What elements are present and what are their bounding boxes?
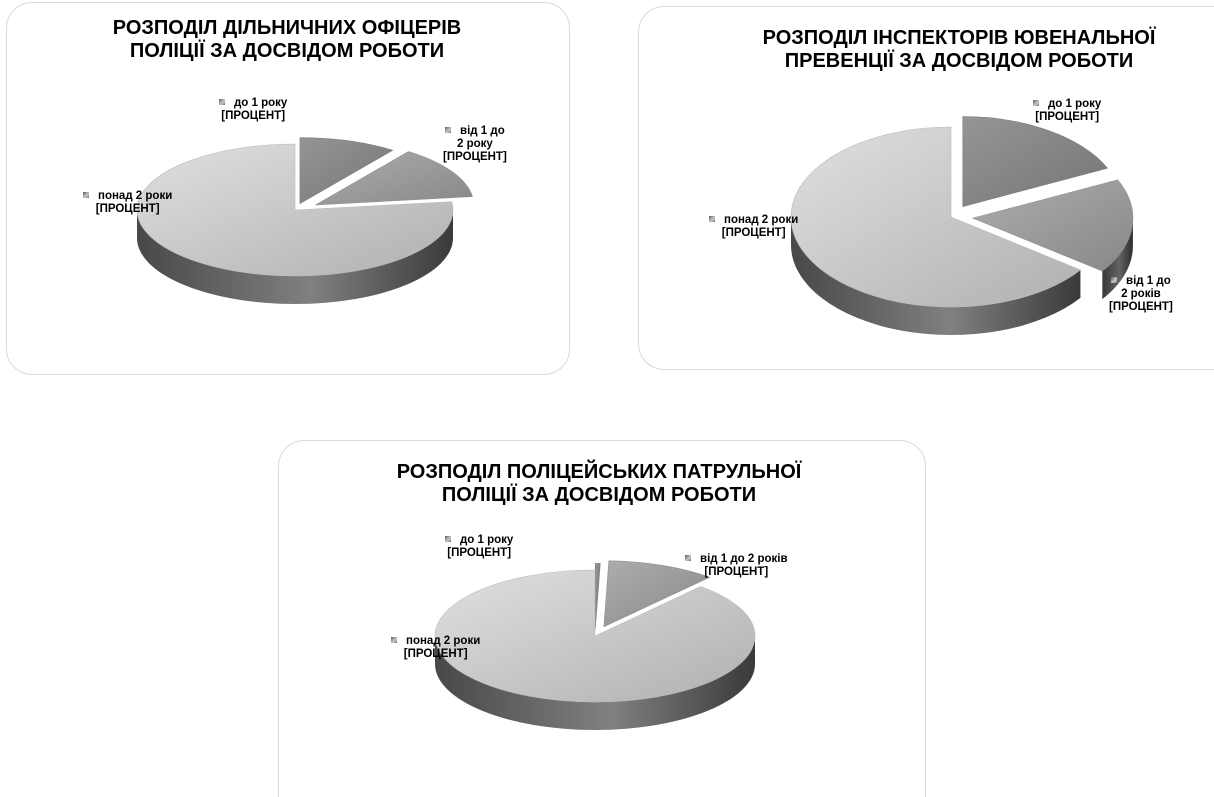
data-label-1-0-line-2: [ПРОЦЕНТ] bbox=[221, 110, 286, 122]
pie-slice-1-1 bbox=[299, 137, 394, 205]
data-label-3-2: понад 2 роки [ПРОЦЕНТ] bbox=[391, 635, 480, 661]
chart-title-1-line-2: ПОЛІЦІЇ ЗА ДОСВІДОМ РОБОТИ bbox=[129, 40, 445, 62]
data-label-2-1-line-1: від 1 до bbox=[1109, 275, 1173, 288]
legend-marker-icon bbox=[219, 99, 225, 105]
data-label-3-1: від 1 до 2 років [ПРОЦЕНТ] bbox=[685, 553, 788, 579]
pie-slice-2-2 bbox=[971, 179, 1134, 300]
pie-slice-3-3 bbox=[434, 569, 756, 730]
pie-chart-1 bbox=[136, 137, 473, 304]
chart-title-1-line-1: РОЗПОДІЛ ДІЛЬНИЧНИХ ОФІЦЕРІВ bbox=[112, 17, 462, 39]
data-label-1-1-line-2: 2 року bbox=[457, 138, 493, 150]
data-label-2-1-line-2: 2 років bbox=[1121, 288, 1161, 300]
data-label-2-2-line-1: понад 2 роки bbox=[709, 214, 798, 227]
chart-panel-2: РОЗПОДІЛ ІНСПЕКТОРІВ ЮВЕНАЛЬНОЇ ПРЕВЕНЦІ… bbox=[638, 6, 1214, 370]
data-label-1-2-line-1: понад 2 роки bbox=[83, 190, 172, 203]
chart-title-2: РОЗПОДІЛ ІНСПЕКТОРІВ ЮВЕНАЛЬНОЇ ПРЕВЕНЦІ… bbox=[719, 27, 1199, 73]
legend-marker-icon bbox=[1111, 277, 1118, 283]
data-label-1-2: понад 2 роки [ПРОЦЕНТ] bbox=[83, 190, 172, 216]
chart-title-2-line-1: РОЗПОДІЛ ІНСПЕКТОРІВ ЮВЕНАЛЬНОЇ bbox=[762, 27, 1156, 49]
data-label-1-1-line-1: від 1 до bbox=[443, 125, 507, 138]
pie-slice-2-3 bbox=[790, 126, 1082, 335]
legend-marker-icon bbox=[1033, 100, 1039, 106]
data-label-1-0: до 1 року [ПРОЦЕНТ] bbox=[219, 97, 287, 123]
pie-slice-3-1 bbox=[594, 563, 601, 630]
chart-panel-1: РОЗПОДІЛ ДІЛЬНИЧНИХ ОФІЦЕРІВ ПОЛІЦІЇ ЗА … bbox=[6, 2, 570, 375]
data-label-1-1: від 1 до 2 року [ПРОЦЕНТ] bbox=[443, 125, 507, 164]
data-label-2-2: понад 2 роки [ПРОЦЕНТ] bbox=[709, 214, 798, 240]
data-label-1-0-line-1: до 1 року bbox=[219, 97, 287, 110]
pie-slice-2-1 bbox=[962, 116, 1109, 207]
chart-title-3-line-1: РОЗПОДІЛ ПОЛІЦЕЙСЬКИХ ПАТРУЛЬНОЇ bbox=[396, 461, 802, 483]
pie-chart-3 bbox=[434, 560, 756, 730]
legend-marker-icon bbox=[685, 555, 691, 561]
legend-marker-icon bbox=[83, 192, 89, 198]
data-label-2-1-line-3: [ПРОЦЕНТ] bbox=[1109, 301, 1173, 313]
data-label-3-0-line-1: до 1 року bbox=[445, 534, 513, 547]
data-label-3-0: до 1 року [ПРОЦЕНТ] bbox=[445, 534, 513, 560]
data-label-1-1-line-3: [ПРОЦЕНТ] bbox=[443, 151, 507, 163]
data-label-2-2-line-2: [ПРОЦЕНТ] bbox=[721, 227, 786, 239]
data-label-3-0-line-2: [ПРОЦЕНТ] bbox=[447, 547, 512, 559]
legend-marker-icon bbox=[445, 536, 451, 542]
data-label-1-2-line-2: [ПРОЦЕНТ] bbox=[95, 203, 160, 215]
data-label-2-0-line-1: до 1 року bbox=[1033, 98, 1101, 111]
pie-slice-1-3 bbox=[136, 143, 454, 304]
legend-marker-icon bbox=[709, 216, 715, 222]
data-label-3-1-line-2: [ПРОЦЕНТ] bbox=[704, 566, 769, 578]
data-label-3-1-line-1: від 1 до 2 років bbox=[685, 553, 788, 566]
chart-title-1: РОЗПОДІЛ ДІЛЬНИЧНИХ ОФІЦЕРІВ ПОЛІЦІЇ ЗА … bbox=[37, 17, 537, 63]
chart-title-2-line-2: ПРЕВЕНЦІЇ ЗА ДОСВІДОМ РОБОТИ bbox=[784, 50, 1134, 72]
data-label-3-2-line-2: [ПРОЦЕНТ] bbox=[403, 648, 468, 660]
pie-chart-2 bbox=[790, 116, 1134, 335]
legend-marker-icon bbox=[391, 637, 397, 643]
data-label-2-1: від 1 до 2 років [ПРОЦЕНТ] bbox=[1109, 275, 1173, 314]
legend-marker-icon bbox=[445, 127, 452, 133]
pie-slice-3-2 bbox=[603, 560, 711, 628]
data-label-3-2-line-1: понад 2 роки bbox=[391, 635, 480, 648]
chart-panel-3: РОЗПОДІЛ ПОЛІЦЕЙСЬКИХ ПАТРУЛЬНОЇ ПОЛІЦІЇ… bbox=[278, 440, 926, 797]
chart-title-3: РОЗПОДІЛ ПОЛІЦЕЙСЬКИХ ПАТРУЛЬНОЇ ПОЛІЦІЇ… bbox=[349, 461, 849, 507]
chart-title-3-line-2: ПОЛІЦІЇ ЗА ДОСВІДОМ РОБОТИ bbox=[441, 484, 757, 506]
data-label-2-0-line-2: [ПРОЦЕНТ] bbox=[1035, 111, 1100, 123]
data-label-2-0: до 1 року [ПРОЦЕНТ] bbox=[1033, 98, 1101, 124]
pie-slice-1-2 bbox=[315, 151, 473, 206]
